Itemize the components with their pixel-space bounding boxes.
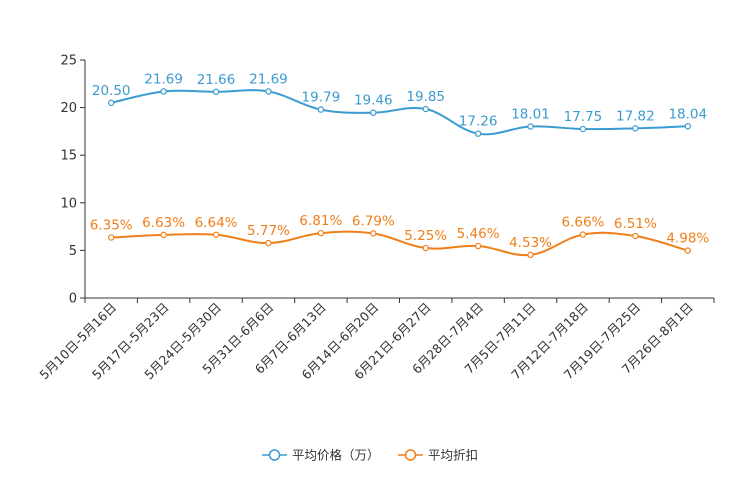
data-point: [474, 130, 482, 137]
data-point: [579, 231, 587, 238]
series-line-2: [111, 230, 689, 257]
data-point: [527, 123, 534, 130]
data-label: 18.04: [668, 106, 707, 122]
y-tick-label: 0: [69, 292, 77, 307]
data-label: 19.46: [354, 93, 393, 109]
data-point: [265, 239, 272, 247]
data-label: 17.82: [616, 108, 655, 124]
data-point: [212, 88, 220, 95]
data-point: [579, 125, 587, 133]
data-label: 21.69: [144, 72, 183, 88]
y-tick-label: 25: [60, 54, 77, 69]
data-label: 21.69: [249, 72, 288, 88]
data-label: 17.75: [564, 109, 603, 125]
legend-marker-2: [404, 449, 417, 461]
data-label: 5.77%: [247, 223, 290, 239]
legend-label-1: 平均价格（万）: [292, 448, 380, 463]
data-label: 6.35%: [90, 218, 133, 234]
data-label: 19.85: [406, 89, 445, 105]
legend-marker-1: [268, 449, 281, 461]
data-label: 18.01: [511, 107, 550, 123]
data-label: 17.26: [459, 114, 498, 130]
data-point: [422, 105, 429, 113]
y-tick-label: 10: [60, 196, 77, 211]
data-point: [684, 123, 691, 130]
data-point: [317, 229, 325, 237]
data-point: [370, 230, 377, 237]
data-label: 19.79: [302, 90, 341, 106]
y-tick-label: 15: [60, 149, 77, 164]
data-point: [474, 242, 482, 250]
data-label: 5.46%: [457, 226, 500, 242]
y-tick-label: 5: [69, 244, 77, 259]
data-point: [108, 234, 115, 241]
data-label: 4.53%: [509, 235, 552, 251]
data-label: 4.98%: [666, 231, 709, 247]
data-label: 6.66%: [562, 215, 605, 231]
data-point: [632, 125, 639, 132]
data-label: 5.25%: [404, 228, 447, 244]
data-point: [265, 88, 272, 95]
data-point: [527, 251, 534, 259]
data-point: [108, 99, 115, 107]
data-label: 6.63%: [142, 215, 185, 231]
data-label: 20.50: [92, 83, 131, 99]
data-point: [684, 247, 691, 254]
data-point: [317, 106, 325, 113]
data-point: [160, 231, 167, 239]
data-label: 6.64%: [195, 215, 238, 231]
data-label: 6.81%: [299, 213, 342, 229]
series-line-1: [110, 89, 688, 136]
data-point: [212, 231, 220, 238]
data-point: [160, 88, 167, 95]
data-label: 6.79%: [352, 213, 395, 229]
data-point: [632, 232, 639, 240]
data-label: 6.51%: [614, 216, 657, 232]
y-tick-label: 20: [60, 101, 77, 116]
data-label: 21.66: [197, 72, 236, 88]
legend-label-2: 平均折扣: [428, 448, 478, 463]
data-point: [370, 109, 377, 116]
data-point: [422, 244, 429, 252]
